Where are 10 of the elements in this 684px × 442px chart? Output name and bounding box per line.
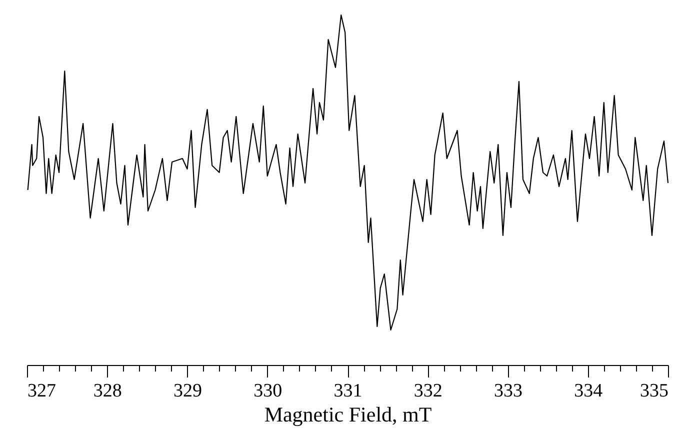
x-tick-label: 330: [254, 380, 282, 402]
x-tick-label: 327: [28, 380, 56, 402]
x-tick-label: 332: [414, 380, 442, 402]
x-tick-label: 328: [93, 380, 122, 402]
x-tick-label: 335: [640, 380, 668, 402]
x-tick-label: 329: [174, 380, 202, 402]
x-tick-label: 331: [334, 380, 362, 402]
x-tick-label: 333: [494, 380, 522, 402]
x-tick-label: 334: [574, 380, 604, 402]
x-axis-title: Magnetic Field, mT: [264, 402, 432, 426]
